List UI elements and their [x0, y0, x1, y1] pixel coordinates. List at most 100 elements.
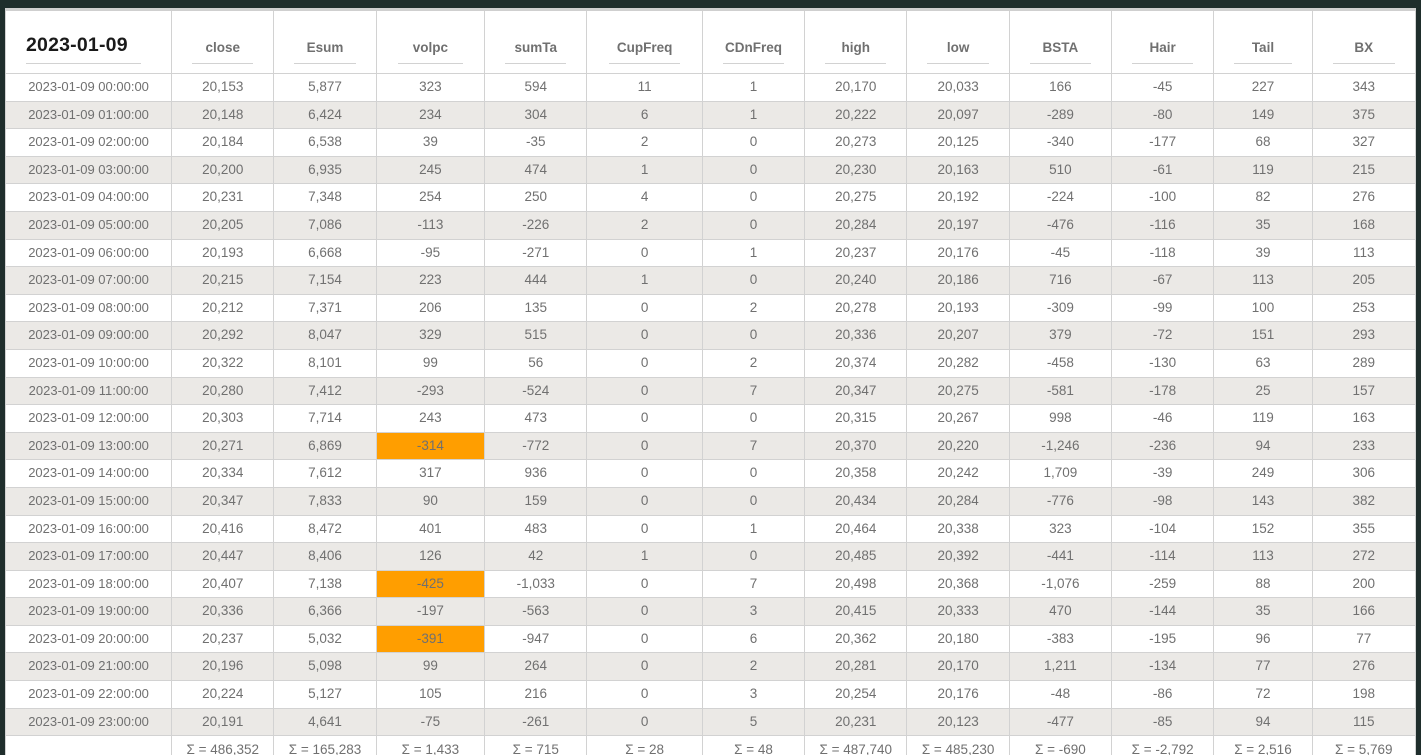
cell-bsta: 470 [1008, 597, 1113, 626]
cell-cupfreq: 0 [586, 348, 703, 378]
cell-volpc: 90 [375, 486, 486, 516]
header-cell-high[interactable]: high [804, 9, 908, 74]
table-row[interactable]: 2023-01-09 12:00:00 20,303 7,714 243 473 0 0 20… [4, 404, 1417, 433]
cell-tail: 77 [1213, 652, 1313, 682]
header-label-esum: Esum [306, 40, 344, 56]
header-cell-volpc[interactable]: volpc [375, 9, 486, 74]
cell-high: 20,315 [804, 404, 908, 433]
table-row[interactable]: 2023-01-09 04:00:00 20,231 7,348 254 250 4 0 20… [4, 183, 1417, 212]
header-cell-low[interactable]: low [906, 9, 1010, 74]
header-cell-bx[interactable]: BX [1311, 9, 1417, 74]
table-row[interactable]: 2023-01-09 11:00:00 20,280 7,412 -293 -524 0 7… [4, 376, 1417, 406]
cell-volpc: 317 [375, 459, 486, 488]
table-row[interactable]: 2023-01-09 20:00:00 20,237 5,032 -391 -947 0 6… [4, 624, 1417, 654]
header-cell-bsta[interactable]: BSTA [1008, 9, 1113, 74]
table-row[interactable]: 2023-01-09 22:00:00 20,224 5,127 105 216 0 3 20… [4, 680, 1417, 709]
cell-tail: 82 [1213, 183, 1313, 212]
header-cell-hair[interactable]: Hair [1111, 9, 1215, 74]
summary-row-sum: Σ = 486,352 Σ = 165,283 Σ = 1,433 Σ = 715 Σ … [4, 735, 1417, 755]
table-row[interactable]: 2023-01-09 05:00:00 20,205 7,086 -113 -226 2 0… [4, 210, 1417, 240]
table-row[interactable]: 2023-01-09 10:00:00 20,322 8,101 99 56 0 2 20,3… [4, 348, 1417, 378]
cell-volpc: 39 [375, 128, 486, 157]
cell-cdnfreq: 0 [701, 155, 806, 185]
cell-volpc: 206 [375, 293, 486, 323]
header-cell-sumta[interactable]: sumTa [484, 9, 588, 74]
cell-timestamp: 2023-01-09 17:00:00 [4, 542, 173, 571]
table-row[interactable]: 2023-01-09 03:00:00 20,200 6,935 245 474 1 0 20… [4, 155, 1417, 185]
cell-high: 20,281 [804, 652, 908, 682]
cell-cdnfreq: 0 [701, 183, 806, 212]
cell-bsta: -476 [1008, 210, 1113, 240]
cell-bsta: 323 [1008, 514, 1113, 544]
cell-cdnfreq: 7 [701, 569, 806, 599]
header-cell-tail[interactable]: Tail [1213, 9, 1313, 74]
cell-volpc-highlighted: -391 [375, 624, 486, 654]
cell-close: 20,447 [171, 542, 275, 571]
cell-high: 20,284 [804, 210, 908, 240]
cell-esum: 5,098 [273, 652, 377, 682]
cell-hair: -99 [1111, 293, 1215, 323]
cell-high: 20,434 [804, 486, 908, 516]
cell-volpc: -75 [375, 707, 486, 737]
table-row[interactable]: 2023-01-09 06:00:00 20,193 6,668 -95 -271 0 1 2… [4, 238, 1417, 268]
cell-timestamp: 2023-01-09 00:00:00 [4, 73, 173, 102]
header-label-sumta: sumTa [514, 40, 557, 56]
cell-hair: -236 [1111, 431, 1215, 461]
cell-bsta: -45 [1008, 238, 1113, 268]
cell-low: 20,368 [906, 569, 1010, 599]
summary-sum-volpc: Σ = 1,433 [375, 735, 486, 755]
cell-low: 20,267 [906, 404, 1010, 433]
cell-esum: 6,538 [273, 128, 377, 157]
table-row[interactable]: 2023-01-09 21:00:00 20,196 5,098 99 264 0 2 20,… [4, 652, 1417, 682]
cell-bx: 306 [1311, 459, 1417, 488]
table-row[interactable]: 2023-01-09 02:00:00 20,184 6,538 39 -35 2 0 20,… [4, 128, 1417, 157]
table-row[interactable]: 2023-01-09 15:00:00 20,347 7,833 90 159 0 0 20,… [4, 486, 1417, 516]
table-row[interactable]: 2023-01-09 19:00:00 20,336 6,366 -197 -563 0 3… [4, 597, 1417, 626]
cell-volpc-highlighted: -314 [375, 431, 486, 461]
cell-bsta: 1,211 [1008, 652, 1113, 682]
cell-bsta: 166 [1008, 73, 1113, 102]
cell-esum: 7,154 [273, 266, 377, 295]
cell-low: 20,163 [906, 155, 1010, 185]
cell-esum: 5,032 [273, 624, 377, 654]
cell-close: 20,292 [171, 321, 275, 350]
cell-cupfreq: 0 [586, 514, 703, 544]
cell-hair: -134 [1111, 652, 1215, 682]
cell-volpc: -293 [375, 376, 486, 406]
cell-timestamp: 2023-01-09 19:00:00 [4, 597, 173, 626]
cell-bx: 272 [1311, 542, 1417, 571]
cell-high: 20,347 [804, 376, 908, 406]
header-cell-esum[interactable]: Esum [273, 9, 377, 74]
header-cell-cdnfreq[interactable]: CDnFreq [701, 9, 806, 74]
cell-high: 20,374 [804, 348, 908, 378]
cell-close: 20,416 [171, 514, 275, 544]
cell-esum: 4,641 [273, 707, 377, 737]
table-row[interactable]: 2023-01-09 09:00:00 20,292 8,047 329 515 0 0 20… [4, 321, 1417, 350]
cell-esum: 7,412 [273, 376, 377, 406]
table-row[interactable]: 2023-01-09 00:00:00 20,153 5,877 323 594 11 1 2… [4, 73, 1417, 102]
cell-volpc: 126 [375, 542, 486, 571]
table-row[interactable]: 2023-01-09 01:00:00 20,148 6,424 234 304 6 1 20… [4, 100, 1417, 130]
data-table: 2023-01-09 close Esum volpc sumTa CupFreq CDn… [4, 8, 1417, 755]
cell-bx: 215 [1311, 155, 1417, 185]
cell-tail: 119 [1213, 155, 1313, 185]
table-row[interactable]: 2023-01-09 18:00:00 20,407 7,138 -425 -1,033… [4, 569, 1417, 599]
header-cell-cupfreq[interactable]: CupFreq [586, 9, 703, 74]
cell-timestamp: 2023-01-09 14:00:00 [4, 459, 173, 488]
table-row[interactable]: 2023-01-09 23:00:00 20,191 4,641 -75 -261 0 5 2… [4, 707, 1417, 737]
header-cell-timestamp[interactable]: 2023-01-09 [4, 9, 173, 74]
table-row[interactable]: 2023-01-09 13:00:00 20,271 6,869 -314 -772 0 7… [4, 431, 1417, 461]
cell-cdnfreq: 2 [701, 348, 806, 378]
cell-volpc: 243 [375, 404, 486, 433]
table-row[interactable]: 2023-01-09 16:00:00 20,416 8,472 401 483 0 1 20… [4, 514, 1417, 544]
table-row[interactable]: 2023-01-09 08:00:00 20,212 7,371 206 135 0 2 20… [4, 293, 1417, 323]
table-row[interactable]: 2023-01-09 14:00:00 20,334 7,612 317 936 0 0 20… [4, 459, 1417, 488]
table-row[interactable]: 2023-01-09 17:00:00 20,447 8,406 126 42 1 0 20,… [4, 542, 1417, 571]
table-row[interactable]: 2023-01-09 07:00:00 20,215 7,154 223 444 1 0 20… [4, 266, 1417, 295]
header-cell-close[interactable]: close [171, 9, 275, 74]
cell-close: 20,271 [171, 431, 275, 461]
cell-cupfreq: 0 [586, 404, 703, 433]
cell-tail: 35 [1213, 597, 1313, 626]
cell-cupfreq: 1 [586, 155, 703, 185]
cell-low: 20,193 [906, 293, 1010, 323]
